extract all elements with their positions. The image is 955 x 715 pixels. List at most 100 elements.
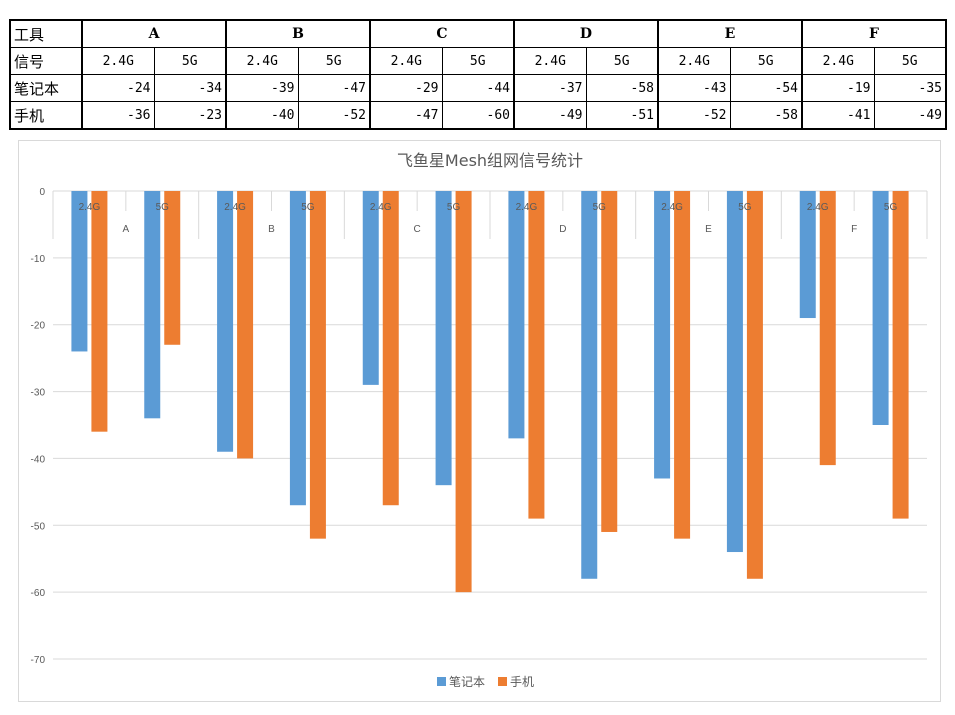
bar-phone — [164, 191, 181, 345]
bar-phone — [674, 191, 691, 539]
signal-data-table: 工具 A B C D E F 信号 2.4G 5G 2.4G 5G 2.4G 5G 2.4G 5G 2.4G 5G… — [9, 19, 947, 130]
bar-phone — [91, 191, 108, 432]
x-category-label: 2.4G — [224, 202, 246, 213]
group-header-d: D — [513, 19, 659, 48]
value-cell: -47 — [369, 101, 443, 130]
value-cell: -58 — [585, 74, 659, 102]
x-category-label: 2.4G — [79, 202, 101, 213]
band-header-cell: 2.4G — [657, 47, 731, 75]
value-cell: -40 — [225, 101, 299, 130]
value-cell: -23 — [153, 101, 227, 130]
value-cell: -41 — [801, 101, 875, 130]
value-cell: -52 — [297, 101, 371, 130]
value-cell: -19 — [801, 74, 875, 102]
legend-swatch-phone — [498, 677, 507, 686]
value-cell: -58 — [729, 101, 803, 130]
y-tick-label: -20 — [31, 321, 46, 332]
group-header-f: F — [801, 19, 947, 48]
bar-laptop — [362, 191, 379, 385]
y-tick-label: -50 — [31, 521, 46, 532]
legend-label-laptop: 笔记本 — [449, 674, 485, 689]
x-category-label: 2.4G — [661, 202, 683, 213]
y-tick-label: -10 — [31, 254, 46, 265]
bar-laptop — [508, 191, 525, 439]
band-header-cell: 2.4G — [801, 47, 875, 75]
value-cell: -60 — [441, 101, 515, 130]
chart-title: 飞鱼星Mesh组网信号统计 — [397, 151, 583, 170]
table-band-row: 信号 2.4G 5G 2.4G 5G 2.4G 5G 2.4G 5G 2.4G 5G 2.4G 5G — [9, 47, 947, 75]
value-cell: -24 — [81, 74, 155, 102]
chart-frame: 飞鱼星Mesh组网信号统计 0 -10 -20 -30 -40 -50 -60 -70 2.4G 5… — [18, 140, 941, 702]
x-group-label: D — [559, 224, 566, 235]
bar-laptop — [289, 191, 306, 506]
signal-header-cell: 信号 — [9, 47, 83, 75]
x-category-label: 2.4G — [807, 202, 829, 213]
value-cell: -49 — [873, 101, 947, 130]
table-row: 笔记本 -24 -34 -39 -47 -29 -44 -37 -58 -43 -54 -19 -35 — [9, 74, 947, 102]
bar-phone — [746, 191, 763, 579]
band-header-cell: 5G — [153, 47, 227, 75]
bar-phone — [455, 191, 472, 593]
x-group-label: B — [268, 224, 275, 235]
x-category-label: 5G — [738, 202, 752, 213]
bar-laptop — [654, 191, 671, 479]
value-cell: -47 — [297, 74, 371, 102]
bar-chart: 飞鱼星Mesh组网信号统计 0 -10 -20 -30 -40 -50 -60 -70 2.4G 5… — [31, 151, 928, 689]
value-cell: -34 — [153, 74, 227, 102]
bar-phone — [528, 191, 545, 519]
value-cell: -29 — [369, 74, 443, 102]
band-header-cell: 5G — [297, 47, 371, 75]
bar-laptop — [872, 191, 889, 425]
legend-label-phone: 手机 — [510, 675, 534, 689]
band-header-cell: 5G — [585, 47, 659, 75]
bar-phone — [309, 191, 326, 539]
value-cell: -36 — [81, 101, 155, 130]
x-category-label: 5G — [156, 202, 170, 213]
x-group-label: F — [851, 224, 857, 235]
y-tick-label: -30 — [31, 388, 46, 399]
group-header-a: A — [81, 19, 227, 48]
group-header-e: E — [657, 19, 803, 48]
x-category-label: 2.4G — [370, 202, 392, 213]
row-label-cell: 手机 — [9, 101, 83, 130]
band-header-cell: 2.4G — [225, 47, 299, 75]
group-header-b: B — [225, 19, 371, 48]
bar-laptop — [71, 191, 88, 352]
x-group-label: C — [414, 224, 421, 235]
bar-phone — [237, 191, 254, 459]
y-tick-label: -60 — [31, 588, 46, 599]
y-tick-label: -40 — [31, 454, 46, 465]
x-group-label: A — [122, 224, 129, 235]
bar-laptop — [581, 191, 598, 579]
band-header-cell: 2.4G — [513, 47, 587, 75]
band-header-cell: 2.4G — [369, 47, 443, 75]
bar-phone — [819, 191, 836, 466]
band-header-cell: 5G — [729, 47, 803, 75]
value-cell: -44 — [441, 74, 515, 102]
x-category-label: 5G — [884, 202, 898, 213]
bar-phone — [892, 191, 909, 519]
value-cell: -51 — [585, 101, 659, 130]
bar-laptop — [726, 191, 743, 553]
table-header-row: 工具 A B C D E F — [9, 19, 947, 48]
band-header-cell: 5G — [441, 47, 515, 75]
value-cell: -52 — [657, 101, 731, 130]
value-cell: -54 — [729, 74, 803, 102]
row-label-cell: 笔记本 — [9, 74, 83, 102]
value-cell: -35 — [873, 74, 947, 102]
group-header-c: C — [369, 19, 515, 48]
value-cell: -37 — [513, 74, 587, 102]
x-group-label: E — [705, 224, 712, 235]
tool-header-cell: 工具 — [9, 19, 83, 48]
table-row: 手机 -36 -23 -40 -52 -47 -60 -49 -51 -52 -58 -41 -49 — [9, 101, 947, 130]
bar-phone — [601, 191, 618, 532]
bar-laptop — [435, 191, 452, 486]
value-cell: -43 — [657, 74, 731, 102]
y-tick-label: 0 — [39, 187, 45, 198]
bar-phone — [382, 191, 399, 506]
band-header-cell: 5G — [873, 47, 947, 75]
bar-laptop — [799, 191, 816, 319]
band-header-cell: 2.4G — [81, 47, 155, 75]
bar-laptop — [217, 191, 234, 452]
x-category-label: 5G — [301, 202, 315, 213]
